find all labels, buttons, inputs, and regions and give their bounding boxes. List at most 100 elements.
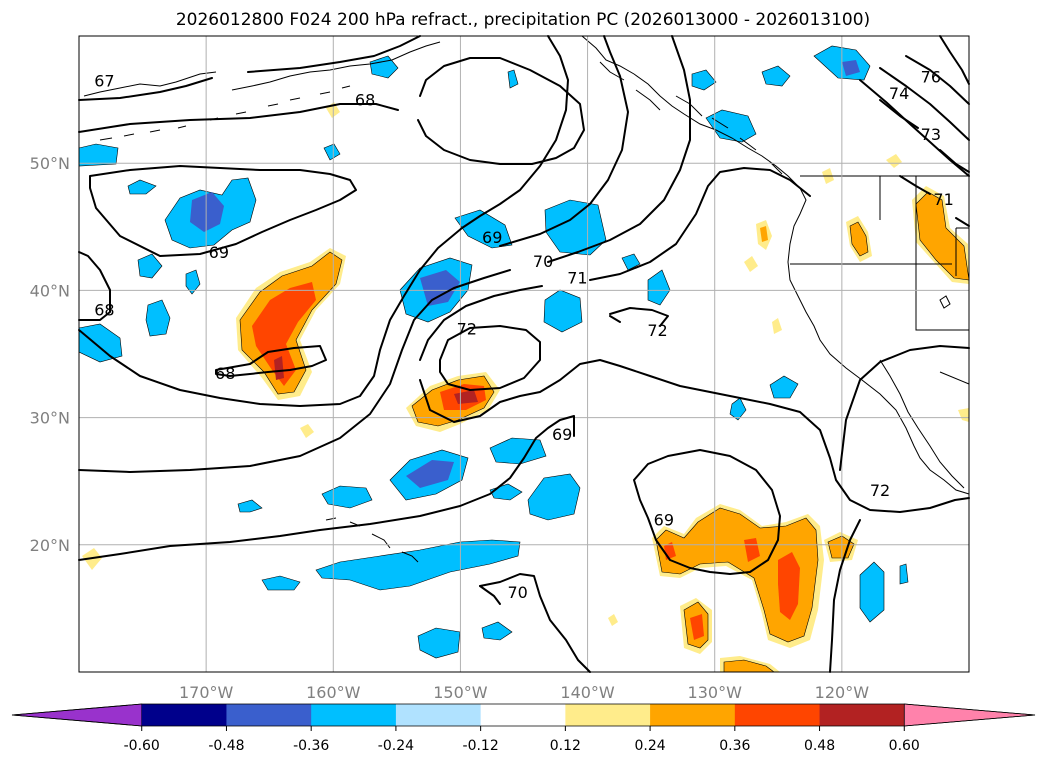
latitude-labels: 50°N 40°N 30°N 20°N	[30, 154, 70, 555]
longitude-tick-label: 120°W	[815, 683, 870, 702]
precip-blob	[744, 538, 760, 562]
mexico-border	[939, 371, 970, 385]
contour-line-67	[78, 35, 421, 101]
state-border	[915, 176, 969, 331]
colorbar-segment	[819, 704, 905, 726]
colorbar-segment	[141, 704, 227, 726]
precip-blob	[145, 299, 171, 337]
contour-label: 73	[921, 125, 941, 144]
contour-label: 71	[567, 269, 587, 288]
contour-line-68	[78, 251, 111, 321]
precip-blob	[190, 192, 224, 232]
precip-blob	[185, 269, 201, 295]
contour-line-69	[89, 165, 357, 257]
colorbar-tick-label: 0.12	[550, 738, 581, 754]
contour-line-73	[879, 99, 970, 173]
contour-label: 68	[94, 300, 114, 319]
precip-blob	[369, 55, 399, 79]
precip-blob	[127, 179, 157, 195]
contour-label: 76	[921, 68, 941, 87]
colorbar: -0.60 -0.48 -0.36 -0.24 -0.12 0.12 0.24 0.36 0.4…	[11, 703, 1036, 754]
precip-blob	[481, 621, 513, 641]
colorbar-extend-low	[11, 703, 143, 727]
contour-line-74	[879, 67, 970, 141]
precip-blob	[849, 221, 869, 257]
contour-label: 69	[654, 510, 674, 529]
latitude-tick-label: 40°N	[30, 281, 70, 300]
latitude-tick-label: 20°N	[30, 536, 70, 555]
colorbar-tick-label: -0.36	[293, 738, 329, 754]
colorbar-extend-high	[903, 703, 1036, 727]
precip-blob	[772, 318, 782, 334]
precip-blob	[527, 473, 581, 521]
contour-line-71	[829, 519, 861, 673]
precip-blob	[958, 408, 969, 422]
precip-blob	[274, 356, 284, 380]
contour-line-76	[905, 55, 970, 105]
contour-line-69	[78, 415, 575, 561]
contour-line-69	[78, 35, 569, 407]
precip-blob	[647, 269, 671, 306]
map-background	[79, 36, 969, 672]
baja-coast-line	[879, 359, 965, 489]
contour-line-72	[609, 307, 669, 327]
longitude-tick-label: 160°W	[306, 683, 361, 702]
west-coast-line	[581, 35, 970, 495]
precip-blob	[723, 659, 775, 673]
colorbar-segment	[650, 704, 736, 726]
precip-blob	[406, 460, 454, 488]
contour-label: 72	[647, 321, 667, 340]
colorbar-segment	[734, 704, 821, 726]
longitude-tick-label: 140°W	[560, 683, 615, 702]
contour-label: 68	[215, 364, 235, 383]
contour-label: 69	[482, 228, 502, 247]
colorbar-segment	[226, 704, 312, 726]
longitude-tick-label: 170°W	[179, 683, 234, 702]
precip-blob	[252, 282, 316, 386]
contour-line-71	[899, 175, 970, 227]
precip-blob	[261, 575, 301, 591]
contour-line-69	[633, 449, 781, 575]
precip-blob	[420, 270, 460, 306]
contour-label: 70	[507, 583, 527, 602]
colorbar-tick-label: 0.48	[804, 738, 835, 754]
colorbar-tick-label: -0.12	[463, 738, 499, 754]
precip-blob	[705, 109, 757, 143]
latitude-tick-label: 30°N	[30, 409, 70, 428]
chart-title: 2026012800 F024 200 hPa refract., precip…	[176, 10, 870, 30]
longitude-tick-label: 130°W	[688, 683, 743, 702]
precip-blob	[761, 65, 791, 87]
contour-label: 70	[533, 252, 553, 271]
contour-line-70	[479, 573, 591, 673]
precip-blob	[690, 614, 704, 640]
contour-line-68	[78, 57, 585, 165]
contour-line-70	[479, 585, 501, 605]
precip-blob	[454, 209, 513, 249]
contour-label: 71	[933, 190, 953, 209]
contour-label: 68	[355, 91, 375, 110]
state-border	[955, 227, 969, 276]
contour-label: 72	[870, 481, 890, 500]
lake	[939, 295, 951, 309]
colorbar-segment	[565, 704, 651, 726]
precip-blob	[760, 226, 768, 242]
precip-blob	[842, 60, 860, 76]
contour-line-70	[78, 35, 691, 473]
map-frame	[78, 35, 970, 673]
precip-blob	[608, 614, 618, 626]
colorbar-tick-label: 0.60	[889, 738, 920, 754]
precip-blob	[729, 397, 747, 421]
precip-blob	[886, 154, 902, 168]
contour-line-69	[499, 35, 629, 247]
contour-line-72	[839, 345, 970, 471]
contour-line-71	[419, 167, 811, 361]
precip-blob	[237, 499, 263, 513]
precip-blob	[691, 69, 717, 91]
precip-blob	[744, 256, 758, 272]
precip-blob	[507, 69, 519, 89]
precip-blob	[417, 627, 461, 659]
contour-label: 72	[457, 320, 477, 339]
gridlines	[79, 36, 969, 672]
contour-label: 67	[94, 72, 114, 91]
